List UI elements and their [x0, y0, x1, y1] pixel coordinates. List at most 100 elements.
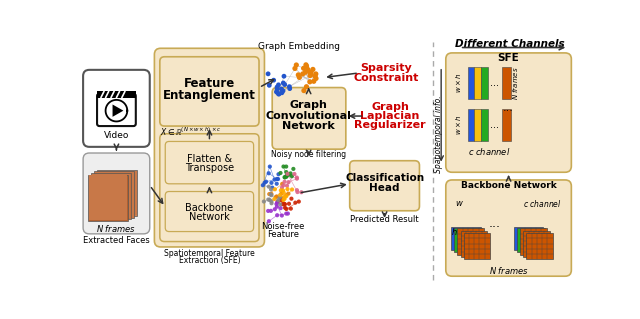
Point — [311, 76, 321, 81]
Point — [280, 175, 290, 180]
Point — [293, 72, 303, 78]
FancyBboxPatch shape — [446, 53, 572, 172]
Point — [288, 166, 298, 171]
Point — [299, 88, 309, 93]
Point — [290, 66, 300, 71]
Point — [280, 179, 290, 184]
Point — [266, 193, 276, 198]
Point — [301, 62, 311, 67]
Text: $w$: $w$ — [455, 198, 464, 208]
FancyBboxPatch shape — [458, 228, 484, 255]
Text: Laplacian: Laplacian — [360, 111, 420, 121]
Text: Extracted Faces: Extracted Faces — [83, 235, 150, 245]
Text: Head: Head — [369, 183, 400, 193]
FancyBboxPatch shape — [467, 109, 474, 141]
Text: ...: ... — [488, 217, 500, 230]
FancyBboxPatch shape — [165, 191, 253, 232]
Point — [277, 197, 287, 203]
Text: $h$: $h$ — [451, 226, 458, 237]
Point — [284, 172, 294, 177]
FancyBboxPatch shape — [83, 153, 150, 234]
Text: Convolutional: Convolutional — [266, 111, 351, 121]
Point — [298, 71, 308, 77]
Point — [310, 71, 321, 77]
Point — [259, 199, 269, 204]
Point — [282, 174, 292, 179]
Point — [279, 201, 289, 206]
Point — [276, 188, 286, 193]
Text: ...: ... — [503, 103, 514, 113]
Point — [282, 187, 292, 192]
Point — [292, 189, 303, 195]
Point — [281, 193, 291, 198]
Point — [269, 177, 280, 182]
Point — [280, 82, 290, 87]
Point — [281, 206, 291, 211]
Point — [281, 169, 291, 174]
Point — [305, 79, 315, 85]
Point — [281, 211, 291, 216]
FancyBboxPatch shape — [91, 173, 131, 219]
Point — [272, 204, 282, 209]
Point — [266, 192, 276, 197]
FancyBboxPatch shape — [165, 141, 253, 184]
FancyBboxPatch shape — [349, 161, 419, 211]
Point — [270, 187, 280, 192]
Point — [269, 197, 280, 202]
Text: $w \times h$: $w \times h$ — [454, 115, 463, 136]
Point — [278, 88, 288, 93]
Point — [301, 84, 312, 89]
FancyBboxPatch shape — [95, 172, 134, 217]
Point — [273, 82, 284, 87]
Point — [259, 180, 269, 185]
Point — [280, 196, 290, 201]
Point — [308, 67, 318, 72]
Point — [280, 202, 290, 207]
Point — [276, 86, 287, 92]
Point — [269, 207, 280, 212]
Point — [275, 170, 285, 175]
Point — [292, 188, 302, 193]
Point — [272, 176, 282, 182]
FancyBboxPatch shape — [97, 94, 136, 126]
FancyBboxPatch shape — [463, 233, 490, 259]
Point — [310, 74, 320, 79]
Text: Network: Network — [189, 212, 230, 222]
Text: Video: Video — [104, 131, 129, 140]
Point — [272, 200, 282, 205]
Point — [278, 80, 289, 85]
Point — [276, 191, 287, 196]
Point — [305, 73, 315, 78]
Point — [263, 197, 273, 202]
Text: $N$ frames: $N$ frames — [511, 66, 520, 100]
FancyBboxPatch shape — [97, 170, 138, 216]
Text: Backbone Network: Backbone Network — [461, 181, 556, 190]
Point — [271, 89, 282, 94]
Point — [283, 211, 293, 216]
Point — [285, 171, 296, 176]
Point — [289, 171, 300, 176]
Point — [281, 174, 291, 179]
FancyBboxPatch shape — [92, 174, 131, 219]
Point — [278, 183, 289, 188]
Point — [271, 181, 282, 186]
Point — [266, 199, 276, 204]
Point — [284, 84, 294, 89]
Point — [308, 79, 319, 84]
FancyBboxPatch shape — [97, 92, 136, 98]
Text: Graph: Graph — [371, 102, 409, 112]
FancyBboxPatch shape — [502, 109, 511, 141]
FancyBboxPatch shape — [514, 227, 543, 250]
FancyBboxPatch shape — [517, 228, 545, 252]
Point — [271, 202, 282, 207]
Point — [276, 196, 286, 201]
Point — [306, 72, 316, 77]
Text: Regularizer: Regularizer — [354, 120, 426, 130]
Point — [261, 179, 271, 184]
Point — [285, 86, 295, 91]
Point — [278, 190, 289, 195]
Text: Feature: Feature — [184, 77, 235, 90]
Point — [276, 197, 286, 203]
Point — [276, 205, 286, 211]
Point — [272, 194, 282, 199]
